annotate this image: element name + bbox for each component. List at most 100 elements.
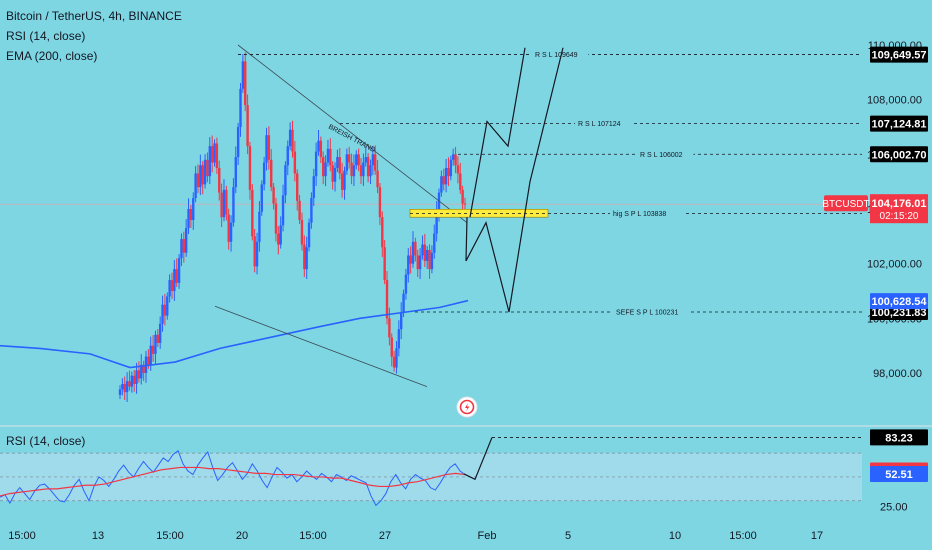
candle-body [246, 105, 249, 147]
candle-body [404, 274, 408, 294]
candle-body [274, 203, 278, 234]
candle-body [196, 173, 200, 188]
candle-body [383, 247, 386, 281]
candle-body [239, 88, 242, 127]
candle-body [300, 219, 304, 245]
flash-icon[interactable] [456, 396, 478, 418]
candle-body [234, 157, 237, 188]
candle-body [132, 375, 136, 384]
candle-body [154, 334, 157, 354]
time-tick-label: 15:00 [8, 530, 36, 542]
price-level-axis-label: 106,002.70 [871, 149, 926, 161]
trendline [237, 44, 468, 223]
price-level-label: hig S P L 103838 [613, 211, 666, 218]
candle-body [255, 241, 259, 267]
candle-body [210, 146, 214, 163]
candle-body [121, 383, 124, 390]
price-level-label-bg [610, 208, 684, 219]
candle-body [319, 140, 323, 158]
price-level-label-bg [613, 306, 691, 317]
rsi-projection [463, 437, 493, 481]
candle-body [416, 255, 419, 270]
candle-body [414, 241, 417, 256]
chart-title: Bitcoin / TetherUS, 4h, BINANCE [6, 9, 182, 23]
rsi-panel-title[interactable]: RSI (14, close) [6, 434, 86, 448]
rsi-tick-label: 25.00 [880, 502, 908, 514]
candle-body [317, 140, 320, 152]
candle-body [459, 173, 462, 190]
candle-body [305, 247, 308, 270]
candle-body [364, 157, 367, 163]
candle-body [343, 170, 346, 190]
rsi-panel [0, 425, 932, 507]
ema-legend[interactable]: EMA (200, close) [6, 49, 98, 63]
last-price-countdown: 02:15:20 [880, 211, 919, 222]
time-tick-label: 15:00 [729, 530, 757, 542]
rsi-axis-label: 52.51 [885, 469, 913, 481]
candle-body [371, 154, 375, 166]
candle-body [288, 129, 292, 147]
candle-body [399, 312, 403, 330]
rsi-projection-axis-label-box [870, 429, 928, 446]
candle-body [232, 187, 235, 223]
candle-body [118, 389, 122, 395]
candle-body [177, 258, 181, 283]
candle-body [272, 187, 275, 204]
candle-body [286, 146, 289, 166]
candle-body [463, 203, 467, 205]
candle-body [331, 165, 334, 182]
candle-body [340, 173, 344, 190]
candle-body [303, 244, 306, 270]
candle-body [137, 370, 141, 379]
candle-body [213, 143, 216, 163]
time-tick-label: 5 [565, 530, 571, 542]
candle-body [258, 211, 261, 242]
candle-body [440, 176, 443, 193]
candle-body [433, 233, 436, 253]
candle-body [402, 293, 405, 313]
candle-body [326, 148, 330, 163]
candle-body [229, 222, 233, 242]
candle-body [149, 345, 152, 365]
candle-body [203, 159, 207, 185]
symbol-tag-box [824, 195, 868, 212]
candle-body [352, 165, 356, 177]
candle-body [267, 135, 271, 160]
candle-body [314, 151, 318, 177]
rsi-ma-line [0, 466, 466, 497]
price-level-axis-label-box [870, 146, 928, 163]
candle-body [345, 154, 349, 171]
candle-body [189, 209, 193, 220]
ema-axis-label: 100,628.54 [871, 296, 927, 308]
candle-body [355, 154, 358, 166]
time-tick-label: 27 [379, 530, 391, 542]
symbol-tag: BTCUSDT [822, 199, 869, 210]
candle-body [336, 157, 339, 168]
rsi-legend[interactable]: RSI (14, close) [6, 29, 86, 43]
candle-body [430, 252, 434, 270]
time-tick-label: 17 [811, 530, 823, 542]
candle-body [329, 148, 332, 166]
ema-axis-label-box [870, 293, 928, 310]
candle-body [376, 170, 379, 188]
rsi-axis-label-box [870, 465, 928, 482]
price-level-axis-label: 107,124.81 [871, 119, 926, 131]
candle-body [262, 162, 266, 185]
price-tick-label: 102,000.00 [867, 259, 922, 271]
candle-body [350, 162, 353, 177]
time-tick-label: Feb [478, 530, 497, 542]
price-level-label-bg [637, 149, 694, 160]
candle-body [374, 154, 377, 171]
candle-body [128, 381, 131, 387]
price-tick-label: 108,000.00 [867, 95, 922, 107]
candle-body [312, 176, 315, 199]
price-level-axis-label-box [870, 46, 928, 63]
candle-body [140, 364, 143, 379]
candle-body [392, 356, 396, 368]
candle-body [454, 154, 457, 166]
candle-body [338, 157, 341, 174]
ema-line [0, 299, 469, 369]
candle-body [163, 304, 167, 316]
candle-body [199, 165, 202, 188]
